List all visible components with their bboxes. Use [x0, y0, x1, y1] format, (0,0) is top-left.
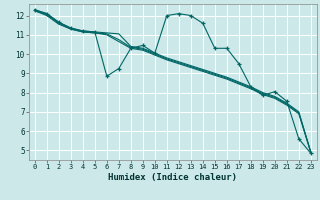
X-axis label: Humidex (Indice chaleur): Humidex (Indice chaleur) [108, 173, 237, 182]
